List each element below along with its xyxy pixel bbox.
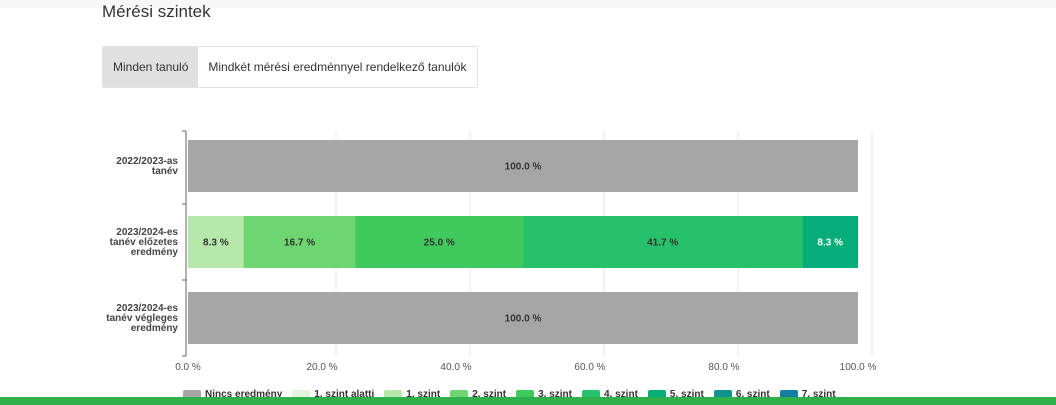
legend-swatch — [582, 389, 600, 400]
legend-item[interactable]: 1. szint alatti — [292, 389, 374, 400]
bar-segment[interactable] — [802, 216, 858, 268]
bar-data-label: 100.0 % — [505, 314, 542, 325]
legend-item[interactable]: 4. szint — [582, 389, 638, 400]
legend-swatch — [450, 389, 469, 400]
legend-swatch — [292, 389, 311, 400]
category-label-line: 2023/2024-es — [116, 303, 178, 314]
tab-students-with-both-results[interactable]: Mindkét mérési eredménnyel rendelkező ta… — [198, 47, 477, 87]
x-tick-label: 20.0 % — [306, 362, 337, 373]
bar-data-label: 25.0 % — [424, 238, 455, 249]
legend-swatch — [183, 389, 201, 400]
category-label: 2023/2024-es tanév előzetes eredmény — [110, 227, 179, 258]
bar-segment[interactable] — [188, 140, 858, 192]
chart-legend: Nincs eredmény 1. szint alatti 1. szint 2. … — [183, 389, 836, 400]
bar-segment[interactable] — [355, 216, 524, 268]
bar-data-label: 8.3 % — [203, 238, 229, 249]
legend-label: 7. szint — [801, 389, 836, 400]
legend-swatch — [713, 389, 732, 400]
x-tick-label: 40.0 % — [440, 362, 471, 373]
legend-label: 5. szint — [669, 389, 704, 400]
bar-data-label: 8.3 % — [817, 238, 843, 249]
bar-segment[interactable] — [243, 216, 356, 268]
category-label-line: 2022/2023-as — [116, 156, 178, 167]
legend-item[interactable]: 7. szint — [779, 389, 836, 400]
x-tick-label: 0.0 % — [175, 362, 201, 373]
x-tick-label: 100.0 % — [840, 362, 877, 373]
legend-swatch — [779, 389, 798, 400]
x-tick-label: 60.0 % — [574, 362, 605, 373]
bar-segment[interactable] — [523, 216, 803, 268]
legend-swatch — [647, 389, 666, 400]
section-title: Mérési szintek — [102, 2, 211, 21]
legend-swatch — [516, 389, 535, 400]
bar-segment[interactable] — [188, 292, 858, 344]
bar-segment[interactable] — [188, 216, 244, 268]
category-label-line: eredmény — [131, 247, 179, 258]
bottom-accent-bar — [0, 397, 1056, 405]
x-tick-label: 80.0 % — [708, 362, 739, 373]
legend-item[interactable]: 3. szint — [516, 389, 572, 400]
legend-swatch — [384, 389, 403, 400]
student-filter-tabs: Minden tanuló Mindkét mérési eredménnyel… — [102, 46, 478, 88]
bar-data-label: 16.7 % — [284, 238, 315, 249]
category-label-line: tanév előzetes — [110, 237, 179, 248]
category-label-line: tanév végleges — [106, 313, 178, 324]
legend-label: 3. szint — [538, 389, 572, 400]
bar-data-label: 41.7 % — [647, 238, 678, 249]
legend-label: 1. szint alatti — [314, 389, 375, 400]
legend-label: 2. szint — [472, 389, 507, 400]
legend-label: 6. szint — [735, 389, 770, 400]
legend-item[interactable]: 2. szint — [450, 389, 506, 400]
tab-all-students[interactable]: Minden tanuló — [103, 47, 199, 87]
category-label: 2022/2023-as tanév — [116, 156, 178, 177]
category-label-line: eredmény — [131, 323, 179, 334]
category-label-line: 2023/2024-es — [116, 227, 178, 238]
legend-item[interactable]: 6. szint — [713, 389, 770, 400]
category-label: 2023/2024-es tanév végleges eredmény — [106, 303, 178, 334]
bar-data-label: 100.0 % — [505, 162, 542, 173]
legend-label: 1. szint — [406, 389, 441, 400]
legend-item[interactable]: 1. szint — [384, 389, 440, 400]
legend-item[interactable]: 5. szint — [647, 389, 704, 400]
legend-label: Nincs eredmény — [205, 389, 283, 400]
category-label-line: tanév — [152, 166, 179, 177]
legend-label: 4. szint — [604, 389, 638, 400]
legend-item[interactable]: Nincs eredmény — [183, 389, 282, 400]
